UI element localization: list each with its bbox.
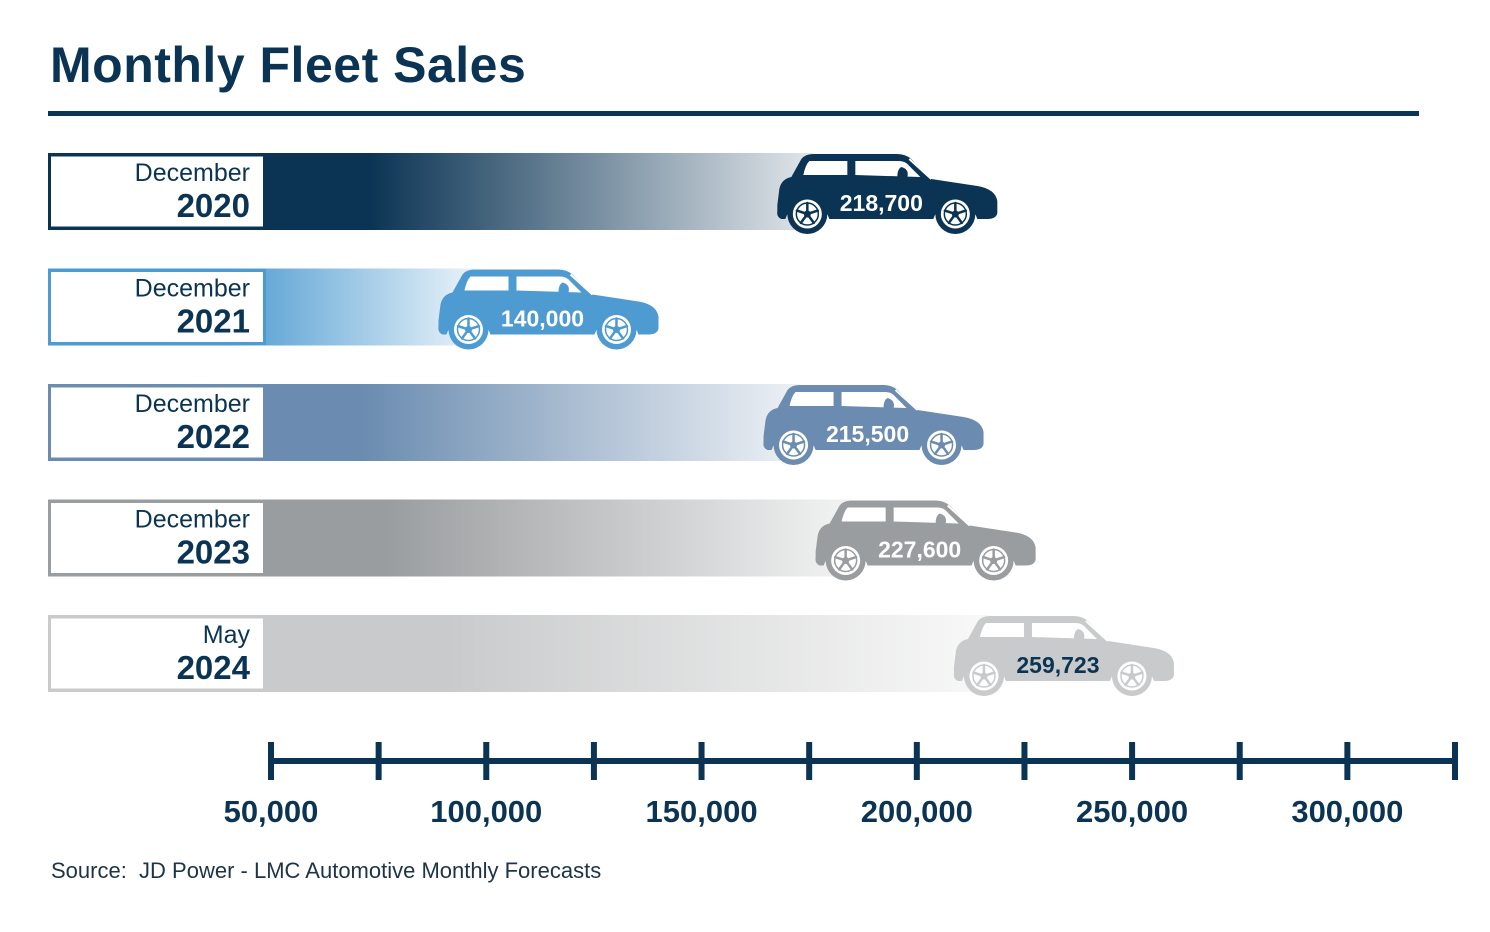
x-axis: 50,000 100,000 150,000 200,000 250,000 300,00… <box>224 742 1458 829</box>
bar-value-label: 227,600 <box>878 537 961 563</box>
chart-title: Monthly Fleet Sales <box>50 37 527 93</box>
car-icon <box>763 385 984 465</box>
row-month-label: December <box>135 506 250 534</box>
bar-value-label: 218,700 <box>840 190 923 216</box>
front-wheel <box>596 309 637 350</box>
bar-value-label: 215,500 <box>826 421 909 447</box>
row-label-box <box>48 269 266 345</box>
axis-tick-label: 100,000 <box>430 794 542 829</box>
rear-wheel <box>825 540 866 581</box>
axis-tick-label: 300,000 <box>1291 794 1403 829</box>
axis-tick-label: 50,000 <box>224 794 319 829</box>
car-icon <box>777 154 998 234</box>
axis-tick-label: 200,000 <box>861 794 973 829</box>
axis-tick-label: 150,000 <box>646 794 758 829</box>
car-icon <box>815 500 1036 581</box>
bar-value-label: 140,000 <box>501 306 584 332</box>
title-divider <box>48 111 1419 116</box>
front-wheel <box>973 540 1014 581</box>
row-label-box <box>48 153 266 230</box>
rear-wheel <box>787 194 828 234</box>
bar-value-label: 259,723 <box>1016 652 1099 678</box>
row-year-label: 2020 <box>177 187 250 224</box>
row-year-label: 2023 <box>177 534 250 571</box>
front-wheel <box>1111 656 1152 696</box>
source-note: Source: JD Power - LMC Automotive Monthl… <box>51 858 602 883</box>
row-label-box <box>48 500 266 576</box>
front-wheel <box>921 425 962 465</box>
rear-wheel <box>773 425 814 465</box>
row-label-box <box>48 615 266 692</box>
front-wheel <box>935 194 976 234</box>
row-year-label: 2022 <box>177 418 250 455</box>
row-year-label: 2024 <box>177 649 251 686</box>
row-label-box <box>48 384 266 461</box>
axis-tick-label: 250,000 <box>1076 794 1188 829</box>
car-icon <box>953 616 1174 696</box>
row-month-label: May <box>203 621 251 649</box>
row-month-label: December <box>135 390 250 418</box>
rear-wheel <box>963 656 1004 696</box>
row-month-label: December <box>135 159 250 187</box>
row-month-label: December <box>135 275 250 303</box>
car-icon <box>438 269 659 350</box>
rear-wheel <box>448 309 489 350</box>
row-year-label: 2021 <box>177 303 250 340</box>
